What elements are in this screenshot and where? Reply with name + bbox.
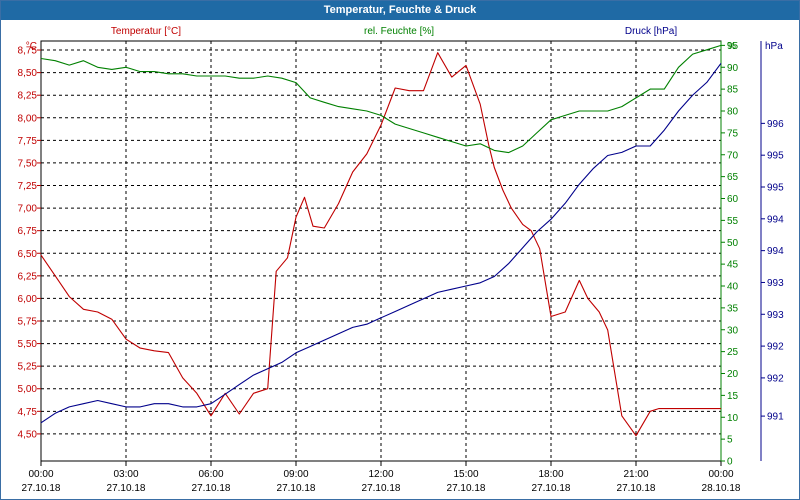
x-tick-time: 06:00 — [198, 469, 223, 480]
x-tick-date: 27.10.18 — [277, 483, 316, 494]
x-tick-date: 27.10.18 — [447, 483, 486, 494]
temperature-tick-label: 8,50 — [18, 68, 38, 79]
humidity-tick-label: 20 — [727, 369, 739, 380]
x-tick-time: 12:00 — [368, 469, 393, 480]
pressure-unit: hPa — [765, 41, 783, 52]
humidity-unit: % — [727, 41, 736, 52]
humidity-tick-label: 60 — [727, 194, 739, 205]
temperature-tick-label: 6,50 — [18, 249, 38, 260]
temperature-tick-label: 7,75 — [18, 136, 38, 147]
x-tick-date: 27.10.18 — [532, 483, 571, 494]
x-tick-date: 27.10.18 — [362, 483, 401, 494]
humidity-tick-label: 95 — [727, 41, 739, 52]
humidity-tick-label: 85 — [727, 85, 739, 96]
humidity-tick-label: 40 — [727, 282, 739, 293]
pressure-tick-label: 991 — [767, 412, 784, 423]
x-tick-time: 09:00 — [283, 469, 308, 480]
pressure-series-line — [40, 62, 722, 424]
x-tick-date: 27.10.18 — [617, 483, 656, 494]
x-tick-time: 15:00 — [453, 469, 478, 480]
temperature-tick-label: 6,75 — [18, 226, 38, 237]
temperature-tick-label: 7,25 — [18, 181, 38, 192]
humidity-tick-label: 90 — [727, 63, 739, 74]
humidity-tick-label: 50 — [727, 238, 739, 249]
humidity-tick-label: 65 — [727, 172, 739, 183]
humidity-axis-title: rel. Feuchte [%] — [364, 26, 434, 37]
pressure-tick-label: 995 — [767, 151, 784, 162]
humidity-tick-label: 10 — [727, 413, 739, 424]
temperature-tick-label: 8,25 — [18, 91, 38, 102]
humidity-tick-label: 80 — [727, 107, 739, 118]
humidity-tick-label: 35 — [727, 303, 739, 314]
pressure-tick-label: 994 — [767, 246, 784, 257]
humidity-tick-label: 15 — [727, 391, 739, 402]
x-tick-date: 27.10.18 — [107, 483, 146, 494]
temperature-tick-label: 4,75 — [18, 407, 38, 418]
humidity-tick-label: 45 — [727, 260, 739, 271]
temperature-series-line — [40, 52, 721, 437]
humidity-series-line — [40, 44, 722, 154]
x-tick-time: 18:00 — [538, 469, 563, 480]
temperature-axis-title: Temperatur [°C] — [111, 26, 181, 37]
chart-title: Temperatur, Feuchte & Druck — [1, 1, 799, 20]
humidity-tick-label: 75 — [727, 128, 739, 139]
temperature-tick-label: 6,25 — [18, 271, 38, 282]
temperature-tick-label: 5,75 — [18, 317, 38, 328]
pressure-tick-label: 992 — [767, 373, 784, 384]
humidity-tick-label: 30 — [727, 325, 739, 336]
temperature-tick-label: 5,50 — [18, 339, 38, 350]
temperature-tick-label: 8,75 — [18, 46, 38, 57]
pressure-tick-label: 992 — [767, 342, 784, 353]
humidity-tick-label: 5 — [727, 435, 733, 446]
x-tick-date: 27.10.18 — [192, 483, 231, 494]
temperature-tick-label: 4,50 — [18, 429, 38, 440]
humidity-tick-label: 0 — [727, 457, 733, 468]
temperature-tick-label: 8,00 — [18, 113, 38, 124]
pressure-tick-label: 995 — [767, 183, 784, 194]
temperature-tick-label: 5,00 — [18, 384, 38, 395]
pressure-tick-label: 993 — [767, 310, 784, 321]
pressure-tick-label: 993 — [767, 278, 784, 289]
humidity-tick-label: 25 — [727, 347, 739, 358]
temperature-unit: °C — [26, 41, 37, 52]
temperature-tick-label: 6,00 — [18, 294, 38, 305]
pressure-tick-label: 994 — [767, 214, 784, 225]
x-tick-time: 00:00 — [28, 469, 53, 480]
pressure-tick-label: 996 — [767, 119, 784, 130]
x-tick-time: 03:00 — [113, 469, 138, 480]
temperature-tick-label: 5,25 — [18, 362, 38, 373]
temperature-tick-label: 7,00 — [18, 204, 38, 215]
x-tick-date: 27.10.18 — [22, 483, 61, 494]
x-tick-time: 21:00 — [623, 469, 648, 480]
pressure-axis-title: Druck [hPa] — [625, 26, 677, 37]
x-tick-time: 00:00 — [708, 469, 733, 480]
humidity-tick-label: 55 — [727, 216, 739, 227]
x-tick-date: 28.10.18 — [702, 483, 741, 494]
humidity-tick-label: 70 — [727, 150, 739, 161]
temperature-tick-label: 7,50 — [18, 158, 38, 169]
